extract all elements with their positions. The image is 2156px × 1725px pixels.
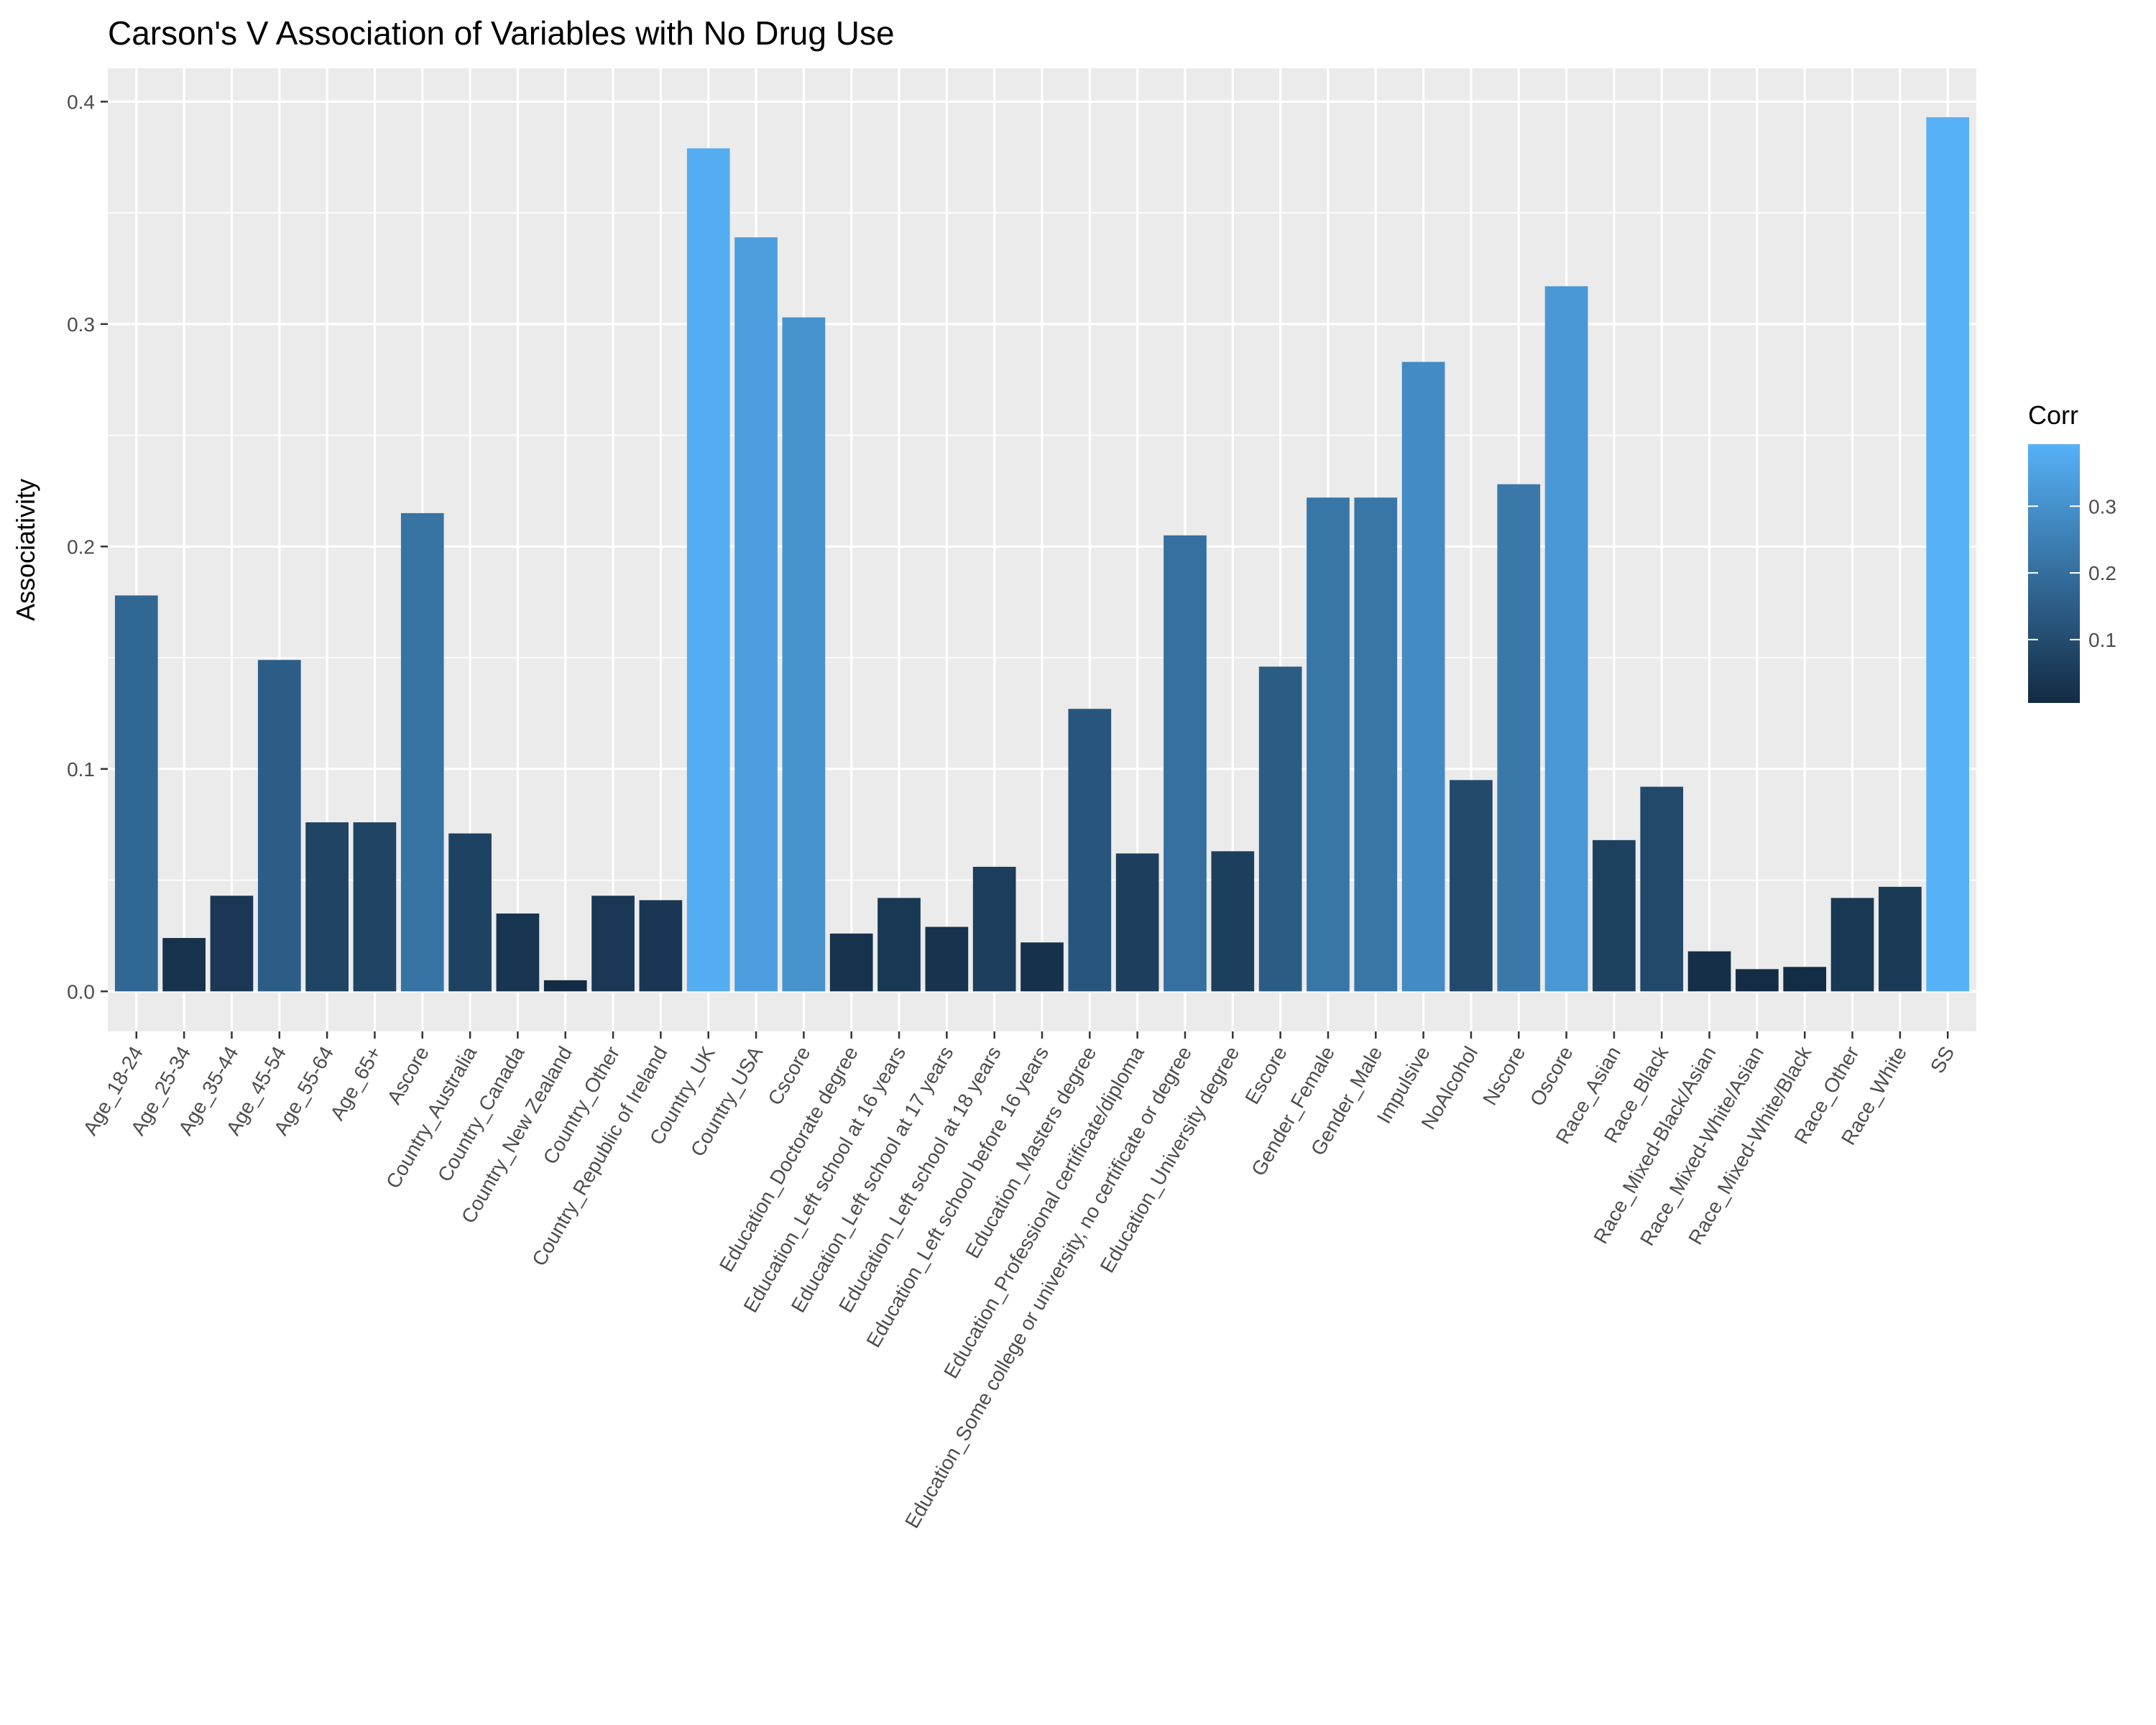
- bar: [1068, 709, 1112, 992]
- x-tick-label: SS: [1926, 1043, 1959, 1077]
- bar: [114, 595, 158, 992]
- bar: [353, 822, 397, 992]
- bar: [210, 896, 254, 992]
- legend-tick-label: 0.3: [2088, 495, 2116, 518]
- bar: [591, 896, 635, 992]
- legend-tick-label: 0.1: [2088, 629, 2116, 651]
- x-tick-label: Cscore: [763, 1043, 814, 1109]
- bar: [1497, 484, 1541, 992]
- bar: [1258, 666, 1302, 992]
- y-axis-title: Associativity: [11, 479, 40, 621]
- bar: [1307, 497, 1350, 992]
- bar: [162, 938, 206, 992]
- bar: [1640, 786, 1684, 992]
- bar: [1021, 942, 1064, 992]
- bar: [1401, 362, 1445, 992]
- bar: [1879, 886, 1922, 992]
- x-tick-label: Ascore: [383, 1043, 433, 1108]
- bar: [1783, 967, 1827, 992]
- legend: Corr 0.1 0.2 0.3: [2028, 400, 2116, 703]
- x-axis: Age_18-24Age_25-34Age_35-44Age_45-54Age_…: [79, 1031, 1959, 1532]
- bar: [1164, 535, 1207, 992]
- bar: [1211, 851, 1255, 992]
- bar: [543, 980, 587, 992]
- bar: [782, 317, 826, 992]
- legend-title: Corr: [2028, 400, 2078, 430]
- bar: [257, 660, 301, 992]
- bar: [877, 898, 921, 992]
- bar: [829, 933, 873, 992]
- bar: [925, 926, 969, 992]
- bar: [1736, 969, 1779, 992]
- bar: [1450, 780, 1493, 992]
- y-tick-label: 0.1: [67, 758, 95, 781]
- bar: [1544, 286, 1588, 992]
- y-tick-label: 0.0: [67, 980, 95, 1003]
- legend-ticks: 0.1 0.2 0.3: [2028, 495, 2116, 651]
- y-axis: 0.0 0.1 0.2 0.3 0.4: [67, 91, 108, 1003]
- bar: [305, 822, 349, 992]
- bar: [639, 900, 683, 992]
- bar: [1593, 840, 1636, 992]
- legend-tick-label: 0.2: [2088, 562, 2116, 584]
- y-tick-label: 0.2: [67, 535, 95, 558]
- bar: [496, 913, 540, 992]
- y-tick-label: 0.3: [67, 313, 95, 336]
- bars: [114, 117, 1970, 992]
- bar: [1926, 117, 1970, 992]
- bar: [448, 833, 492, 992]
- x-tick-label: Nscore: [1478, 1043, 1529, 1109]
- bar: [1830, 898, 1874, 992]
- bar: [1354, 497, 1398, 992]
- chart-title: Carson's V Association of Variables with…: [108, 14, 895, 52]
- bar: [400, 512, 444, 992]
- x-tick-label: Escore: [1240, 1043, 1291, 1108]
- x-tick-label: Education_Left school before 16 years: [862, 1043, 1053, 1351]
- bar: [734, 237, 778, 992]
- bar: [1115, 853, 1159, 992]
- bar: [686, 148, 730, 992]
- x-tick-label: Oscore: [1526, 1043, 1577, 1110]
- bar: [1687, 951, 1731, 992]
- y-tick-label: 0.4: [67, 91, 95, 113]
- x-tick-label: Country_Canada: [433, 1042, 529, 1185]
- bar: [972, 866, 1016, 992]
